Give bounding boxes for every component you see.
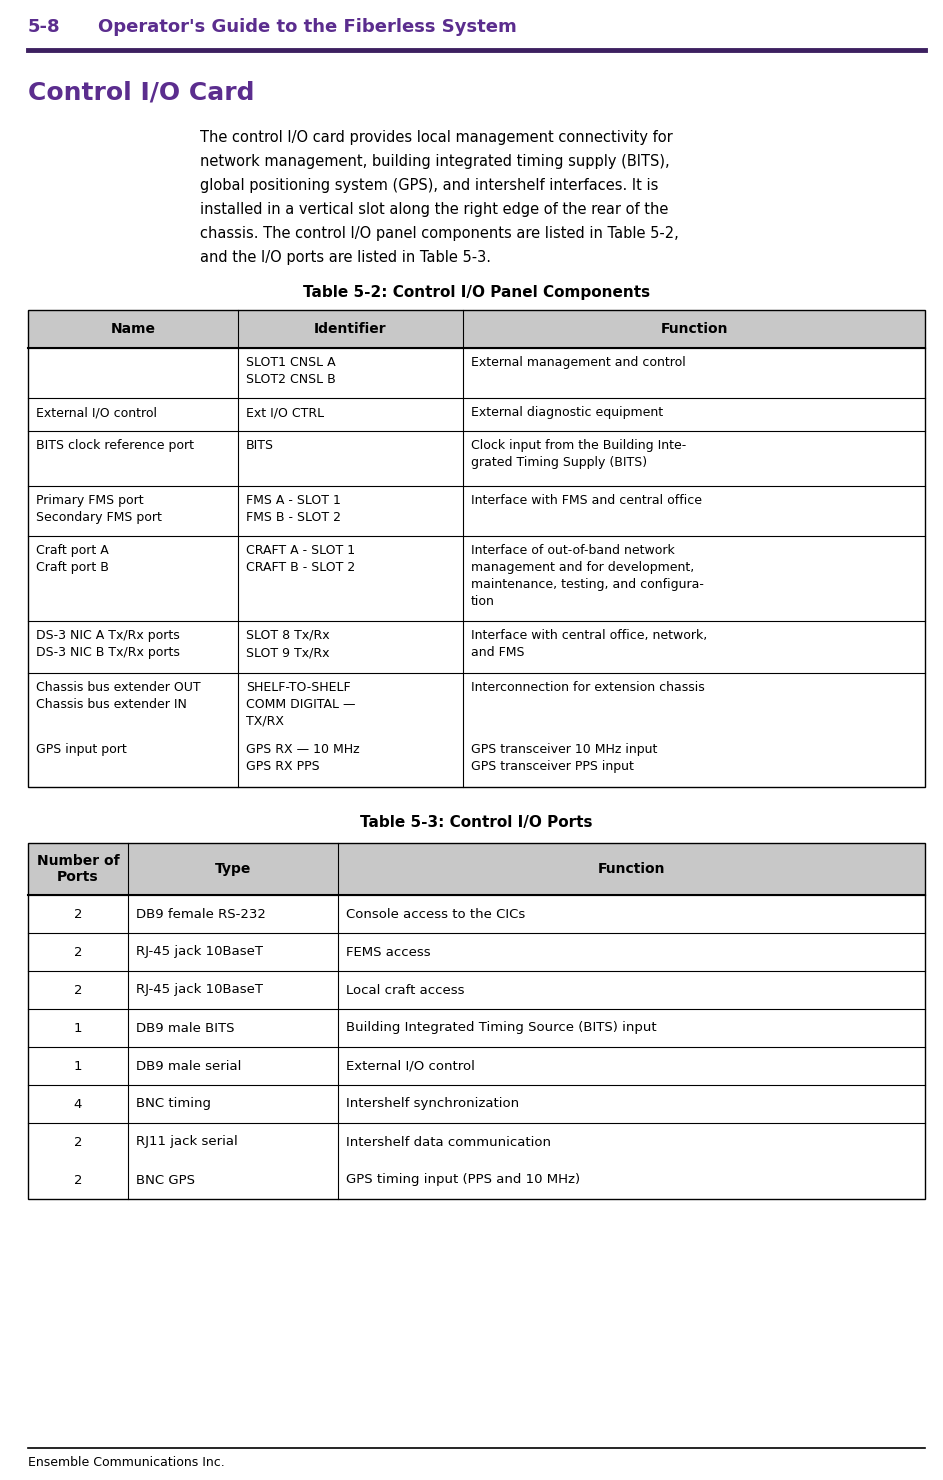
Text: RJ-45 jack 10BaseT: RJ-45 jack 10BaseT <box>136 946 263 959</box>
Text: 2: 2 <box>74 1135 82 1148</box>
Text: chassis. The control I/O panel components are listed in Table 5-2,: chassis. The control I/O panel component… <box>200 226 679 241</box>
Text: 4: 4 <box>74 1098 82 1110</box>
Text: Table 5-2: Control I/O Panel Components: Table 5-2: Control I/O Panel Components <box>303 286 650 300</box>
Text: Identifier: Identifier <box>314 323 387 336</box>
Text: Intershelf data communication: Intershelf data communication <box>346 1135 551 1148</box>
Text: DB9 female RS-232: DB9 female RS-232 <box>136 907 266 921</box>
Text: SHELF-TO-SHELF
COMM DIGITAL —
TX/RX: SHELF-TO-SHELF COMM DIGITAL — TX/RX <box>246 681 356 728</box>
Text: Ensemble Communications Inc.: Ensemble Communications Inc. <box>28 1456 224 1470</box>
Text: 2: 2 <box>74 984 82 996</box>
Text: Interconnection for extension chassis: Interconnection for extension chassis <box>471 681 704 694</box>
Text: Operator's Guide to the Fiberless System: Operator's Guide to the Fiberless System <box>98 18 517 36</box>
Text: installed in a vertical slot along the right edge of the rear of the: installed in a vertical slot along the r… <box>200 201 669 218</box>
Text: 2: 2 <box>74 907 82 921</box>
Text: External I/O control: External I/O control <box>36 406 157 419</box>
Text: BITS: BITS <box>246 440 274 451</box>
Text: Interface of out-of-band network
management and for development,
maintenance, te: Interface of out-of-band network managem… <box>471 545 703 608</box>
Text: RJ-45 jack 10BaseT: RJ-45 jack 10BaseT <box>136 984 263 996</box>
Text: GPS timing input (PPS and 10 MHz): GPS timing input (PPS and 10 MHz) <box>346 1174 580 1187</box>
Text: 2: 2 <box>74 946 82 959</box>
Text: External diagnostic equipment: External diagnostic equipment <box>471 406 663 419</box>
Text: 1: 1 <box>74 1060 82 1073</box>
Bar <box>28 309 925 348</box>
Text: CRAFT A - SLOT 1
CRAFT B - SLOT 2: CRAFT A - SLOT 1 CRAFT B - SLOT 2 <box>246 545 356 574</box>
Text: Building Integrated Timing Source (BITS) input: Building Integrated Timing Source (BITS)… <box>346 1021 656 1035</box>
Text: Interface with central office, network,
and FMS: Interface with central office, network, … <box>471 629 707 659</box>
Text: GPS RX — 10 MHz
GPS RX PPS: GPS RX — 10 MHz GPS RX PPS <box>246 743 359 773</box>
Text: 5-8: 5-8 <box>28 18 60 36</box>
Text: Clock input from the Building Inte-
grated Timing Supply (BITS): Clock input from the Building Inte- grat… <box>471 440 687 469</box>
Text: SLOT 8 Tx/Rx
SLOT 9 Tx/Rx: SLOT 8 Tx/Rx SLOT 9 Tx/Rx <box>246 629 330 659</box>
Text: and the I/O ports are listed in Table 5-3.: and the I/O ports are listed in Table 5-… <box>200 250 491 265</box>
Text: Name: Name <box>110 323 156 336</box>
Text: GPS transceiver 10 MHz input
GPS transceiver PPS input: GPS transceiver 10 MHz input GPS transce… <box>471 743 657 773</box>
Text: Intershelf synchronization: Intershelf synchronization <box>346 1098 520 1110</box>
Text: External management and control: External management and control <box>471 357 686 369</box>
Text: FMS A - SLOT 1
FMS B - SLOT 2: FMS A - SLOT 1 FMS B - SLOT 2 <box>246 494 341 524</box>
Text: Primary FMS port
Secondary FMS port: Primary FMS port Secondary FMS port <box>36 494 162 524</box>
Text: Console access to the CICs: Console access to the CICs <box>346 907 525 921</box>
Text: The control I/O card provides local management connectivity for: The control I/O card provides local mana… <box>200 130 672 145</box>
Text: Function: Function <box>598 861 665 876</box>
Text: BNC timing: BNC timing <box>136 1098 211 1110</box>
Bar <box>28 309 925 787</box>
Text: Ext I/O CTRL: Ext I/O CTRL <box>246 406 324 419</box>
Text: Local craft access: Local craft access <box>346 984 465 996</box>
Text: RJ11 jack serial: RJ11 jack serial <box>136 1135 238 1148</box>
Bar <box>28 844 925 1199</box>
Text: BNC GPS: BNC GPS <box>136 1174 195 1187</box>
Text: Interface with FMS and central office: Interface with FMS and central office <box>471 494 702 508</box>
Text: BITS clock reference port: BITS clock reference port <box>36 440 194 451</box>
Text: FEMS access: FEMS access <box>346 946 431 959</box>
Text: DB9 male serial: DB9 male serial <box>136 1060 241 1073</box>
Text: Number of
Ports: Number of Ports <box>37 854 120 884</box>
Text: DB9 male BITS: DB9 male BITS <box>136 1021 235 1035</box>
Text: network management, building integrated timing supply (BITS),: network management, building integrated … <box>200 154 670 169</box>
Text: global positioning system (GPS), and intershelf interfaces. It is: global positioning system (GPS), and int… <box>200 178 658 192</box>
Text: GPS input port: GPS input port <box>36 743 126 756</box>
Text: Chassis bus extender OUT
Chassis bus extender IN: Chassis bus extender OUT Chassis bus ext… <box>36 681 201 710</box>
Bar <box>28 844 925 895</box>
Text: Type: Type <box>215 861 251 876</box>
Text: External I/O control: External I/O control <box>346 1060 475 1073</box>
Text: DS-3 NIC A Tx/Rx ports
DS-3 NIC B Tx/Rx ports: DS-3 NIC A Tx/Rx ports DS-3 NIC B Tx/Rx … <box>36 629 180 659</box>
Text: Control I/O Card: Control I/O Card <box>28 80 255 104</box>
Text: 1: 1 <box>74 1021 82 1035</box>
Text: Function: Function <box>660 323 728 336</box>
Text: SLOT1 CNSL A
SLOT2 CNSL B: SLOT1 CNSL A SLOT2 CNSL B <box>246 357 336 386</box>
Text: Craft port A
Craft port B: Craft port A Craft port B <box>36 545 108 574</box>
Text: 2: 2 <box>74 1174 82 1187</box>
Text: Table 5-3: Control I/O Ports: Table 5-3: Control I/O Ports <box>360 815 593 830</box>
